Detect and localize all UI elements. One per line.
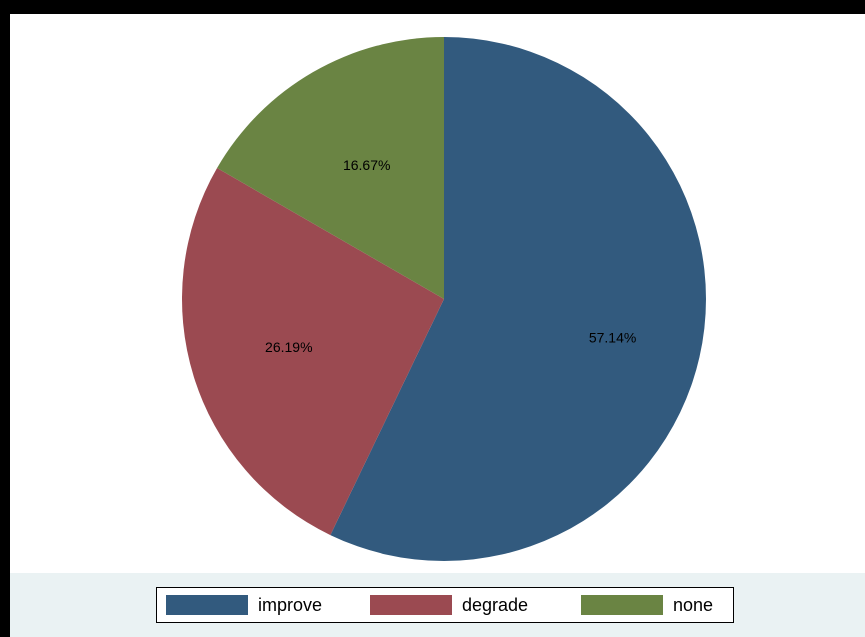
legend-item-degrade: degrade bbox=[370, 588, 528, 622]
legend-label-degrade: degrade bbox=[462, 594, 529, 615]
legend-label-none: none bbox=[673, 594, 714, 615]
pie-slice-degrade bbox=[181, 168, 444, 536]
slice-label-improve: 57.14% bbox=[589, 329, 636, 345]
legend: improve degrade none bbox=[156, 587, 734, 623]
legend-label-improve: improve bbox=[258, 594, 323, 615]
pie-slice-none bbox=[217, 37, 444, 299]
legend-swatch-improve bbox=[166, 595, 248, 615]
slice-label-none: 16.67% bbox=[343, 157, 390, 173]
slice-label-degrade: 26.19% bbox=[265, 339, 312, 355]
legend-item-none: none bbox=[581, 588, 713, 622]
legend-item-improve: improve bbox=[166, 588, 322, 622]
pie-slice-improve bbox=[330, 37, 706, 561]
legend-swatch-degrade bbox=[370, 595, 452, 615]
legend-swatch-none bbox=[581, 595, 663, 615]
